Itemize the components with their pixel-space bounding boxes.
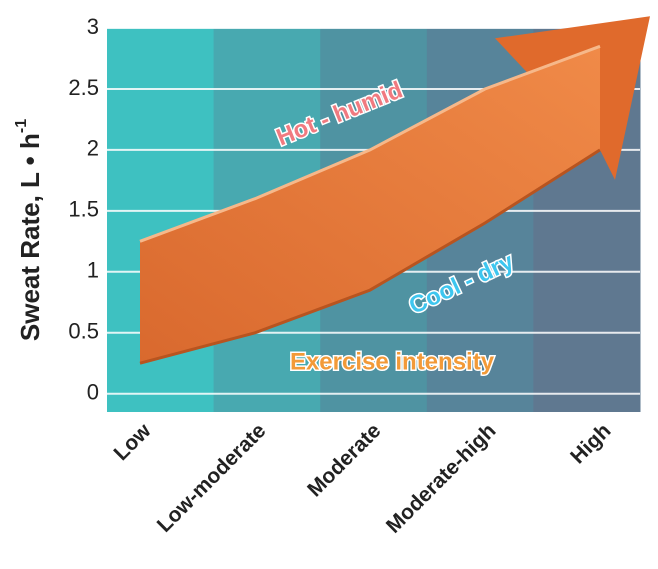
x-tick-label: Low xyxy=(109,419,155,465)
x-tick-label: Moderate xyxy=(303,419,385,501)
annotation-axis: Exercise intensity xyxy=(290,348,495,375)
y-axis-label-sup: -1 xyxy=(13,119,30,133)
upper-edge xyxy=(139,44,601,243)
y-tick-label: 0.5 xyxy=(68,319,99,344)
lower-edge xyxy=(139,148,601,365)
y-tick-label: 3 xyxy=(87,14,99,39)
x-tick-label: Low-moderate xyxy=(153,419,271,537)
x-tick-label: Moderate-high xyxy=(382,419,501,538)
y-axis-label-text: Sweat Rate, L • h xyxy=(15,133,45,341)
y-tick-label: 2 xyxy=(87,136,99,161)
y-axis-label: Sweat Rate, L • h-1 xyxy=(13,119,45,341)
y-tick-label: 1 xyxy=(87,258,99,283)
y-tick-label: 2.5 xyxy=(68,75,99,100)
y-tick-label: 1.5 xyxy=(68,197,99,222)
arrow-body xyxy=(140,46,600,364)
x-tick-label: High xyxy=(566,419,615,468)
y-tick-label: 0 xyxy=(87,380,99,405)
